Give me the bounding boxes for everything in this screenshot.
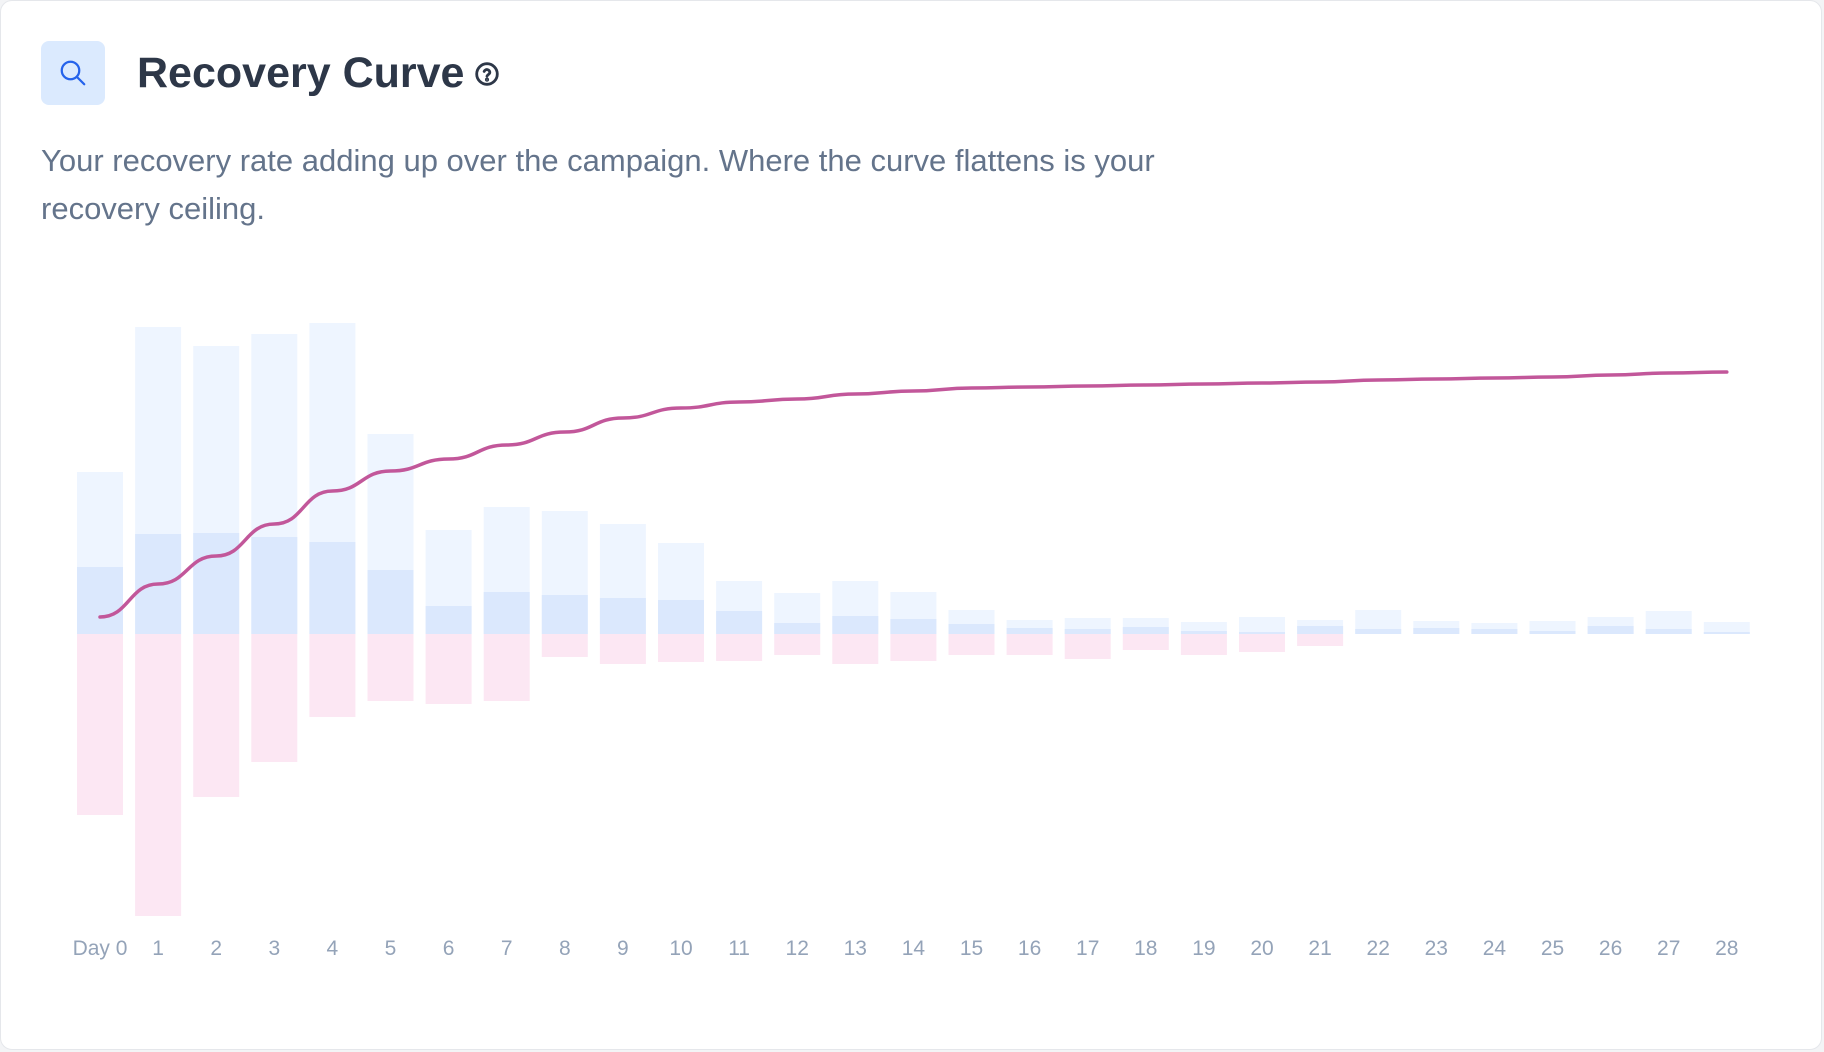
- recovered-bar: [1297, 626, 1344, 634]
- recovered-bar: [541, 595, 588, 634]
- x-tick-label: 11: [728, 937, 750, 960]
- recovered-bar: [77, 567, 123, 634]
- recovered-bar: [1355, 629, 1402, 634]
- recovered-bar: [309, 542, 356, 634]
- recovered-bar: [1645, 629, 1692, 634]
- x-tick-label: 4: [327, 937, 339, 960]
- recovered-bar: [658, 600, 704, 634]
- failed-bar: [658, 634, 704, 662]
- title-text: Recovery Curve: [137, 49, 465, 97]
- recovered-bar: [1471, 629, 1518, 634]
- recovered-bar: [948, 624, 995, 634]
- failed-bar: [1122, 634, 1169, 650]
- recovered-bar: [367, 570, 414, 634]
- attempted-bar: [1529, 621, 1576, 634]
- recovered-bar: [1122, 627, 1169, 634]
- recovered-bar: [1413, 628, 1460, 634]
- failed-bar: [309, 634, 356, 717]
- attempted-bar: [1703, 622, 1750, 634]
- failed-bar: [599, 634, 646, 664]
- x-tick-label: 18: [1134, 937, 1157, 960]
- x-tick-label: 14: [902, 937, 926, 960]
- failed-bar: [425, 634, 472, 704]
- recovery-chart: Day 0 1 2 3 4 5 6 7 8 9 10 11 12 13 14 15 16 17 18 19 20 21 22…: [73, 323, 1750, 960]
- recovered-bar: [1006, 628, 1053, 634]
- x-tick-label: 21: [1308, 937, 1331, 960]
- x-tick-label: 20: [1250, 937, 1273, 960]
- x-tick-label: 27: [1657, 937, 1680, 960]
- failed-bar: [890, 634, 937, 661]
- recovered-bar: [1529, 631, 1576, 634]
- failed-bar: [541, 634, 588, 657]
- recovered-bar: [599, 598, 646, 634]
- x-tick-label: 6: [443, 937, 455, 960]
- x-tick-label: 12: [786, 937, 809, 960]
- x-tick-label: 13: [844, 937, 867, 960]
- failed-bar: [77, 634, 123, 815]
- failed-bar: [251, 634, 298, 762]
- recovered-bar: [193, 533, 240, 634]
- cumulative-recovery-line: [98, 370, 1729, 619]
- x-tick-label: 17: [1076, 937, 1099, 960]
- x-tick-label: 8: [559, 937, 571, 960]
- recovered-bar: [1180, 631, 1227, 634]
- recovered-bar: [890, 619, 937, 634]
- x-tick-label: 23: [1425, 937, 1448, 960]
- recovered-bar: [1587, 626, 1634, 634]
- failed-bar: [774, 634, 821, 655]
- x-tick-label: 28: [1715, 937, 1738, 960]
- x-tick-label: 19: [1192, 937, 1215, 960]
- x-tick-label: 26: [1599, 937, 1622, 960]
- failed-bar: [367, 634, 414, 701]
- x-tick-label: 16: [1018, 937, 1041, 960]
- failed-bar: [1064, 634, 1111, 659]
- search-icon[interactable]: [41, 41, 105, 105]
- failed-bar: [1180, 634, 1227, 655]
- recovered-bar: [716, 611, 763, 634]
- x-tick-label: 22: [1367, 937, 1390, 960]
- chart-description: Your recovery rate adding up over the ca…: [41, 143, 1155, 226]
- recovered-bar: [425, 606, 472, 634]
- help-circle-icon[interactable]: [474, 45, 500, 101]
- failed-bar: [832, 634, 879, 664]
- attempted-bar: [1239, 617, 1285, 634]
- page-title: Recovery Curve: [137, 45, 500, 101]
- x-tick-label: 25: [1541, 937, 1564, 960]
- recovered-bar: [251, 537, 298, 634]
- attempted-bar: [1471, 623, 1518, 634]
- recovered-bar: [483, 592, 530, 634]
- recovered-bar: [1239, 632, 1285, 634]
- failed-bar: [948, 634, 995, 655]
- failed-bar: [1006, 634, 1053, 655]
- recovered-bar: [1064, 629, 1111, 634]
- failed-bar: [1239, 634, 1285, 652]
- x-tick-label: 15: [960, 937, 983, 960]
- x-tick-label: 9: [617, 937, 629, 960]
- recovered-bar: [1703, 632, 1750, 634]
- x-tick-label: Day 0: [73, 937, 128, 960]
- recovered-bar: [774, 623, 821, 634]
- x-tick-label: 1: [152, 937, 164, 960]
- x-tick-label: 5: [385, 937, 397, 960]
- failed-bar: [1297, 634, 1344, 646]
- attempted-bar: [1645, 611, 1692, 634]
- x-tick-label: 3: [268, 937, 280, 960]
- failed-bar: [135, 634, 182, 916]
- x-tick-label: 2: [210, 937, 222, 960]
- x-tick-label: 10: [669, 937, 692, 960]
- failed-bar: [483, 634, 530, 701]
- failed-bar: [716, 634, 763, 661]
- x-tick-label: 7: [501, 937, 513, 960]
- failed-bar: [193, 634, 240, 797]
- recovered-bar: [832, 616, 879, 634]
- x-tick-label: 24: [1483, 937, 1507, 960]
